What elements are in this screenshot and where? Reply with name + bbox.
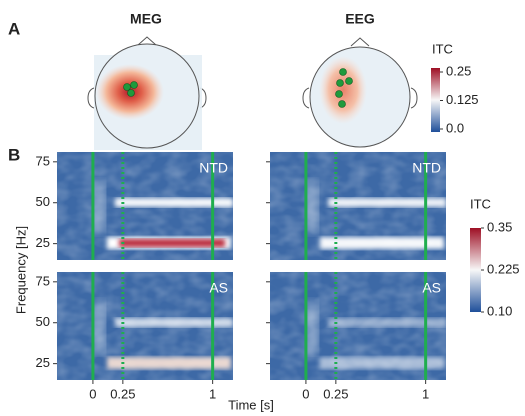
tf-band	[320, 357, 444, 369]
tf-panel: 0 0.25 1 25 50 75 AS	[36, 272, 233, 401]
tf-band	[320, 237, 444, 249]
colorbar-title: ITC	[432, 41, 453, 56]
tf-band	[107, 357, 231, 369]
tf-band	[328, 198, 446, 207]
x-tick-label: 0	[302, 386, 309, 401]
colorbar-tick-label: 0.0	[446, 120, 464, 135]
tf-image	[270, 272, 446, 380]
tf-band-strong	[119, 239, 225, 247]
colorbar-tick-label: 0.25	[446, 63, 471, 78]
colorbar-tick-label: 0.35	[487, 219, 512, 234]
condition-tag: NTD	[199, 160, 228, 176]
tf-onset	[93, 182, 105, 232]
condition-tag: NTD	[412, 160, 441, 176]
meg-title: MEG	[130, 11, 162, 27]
panel-label: B	[8, 145, 20, 164]
colorbar-tick-label: 0.225	[487, 261, 520, 276]
tf-panel: NTD	[266, 152, 446, 260]
y-tick-label: 25	[36, 235, 50, 250]
eeg-title: EEG	[345, 11, 375, 27]
panel-label: A	[8, 19, 20, 38]
tf-band	[115, 318, 233, 327]
y-tick-label: 50	[36, 314, 50, 329]
x-tick-label: 0	[89, 386, 96, 401]
tf-image	[57, 152, 233, 260]
tf-onset	[306, 302, 318, 352]
x-tick-label: 0.25	[110, 386, 135, 401]
eeg-topomap	[302, 37, 418, 148]
y-tick-label: 25	[36, 355, 50, 370]
colorbar	[431, 68, 440, 132]
colorbar-tick-label: 0.125	[446, 92, 479, 107]
colorbar-tick-label: 0.10	[487, 303, 512, 318]
condition-tag: AS	[422, 280, 441, 296]
y-tick-label: 50	[36, 194, 50, 209]
tf-panel: 0 0.25 1 AS	[266, 272, 446, 401]
colorbar-title: ITC	[470, 196, 491, 211]
tf-onset	[306, 182, 318, 232]
tf-panel: 25 50 75 NTD	[36, 152, 233, 260]
x-axis-label: Time [s]	[228, 397, 274, 412]
y-axis-label: Frequency [Hz]	[13, 226, 28, 314]
x-tick-label: 1	[422, 386, 429, 401]
meg-topomap	[87, 36, 207, 150]
y-tick-label: 75	[36, 153, 50, 168]
tf-band	[328, 318, 446, 327]
condition-tag: AS	[209, 280, 228, 296]
y-tick-label: 75	[36, 273, 50, 288]
tf-image	[270, 152, 446, 260]
tf-band	[115, 198, 233, 207]
x-tick-label: 0.25	[323, 386, 348, 401]
colorbar	[470, 228, 481, 312]
x-tick-label: 1	[209, 386, 216, 401]
tf-onset	[93, 302, 105, 352]
tf-image	[57, 272, 233, 380]
